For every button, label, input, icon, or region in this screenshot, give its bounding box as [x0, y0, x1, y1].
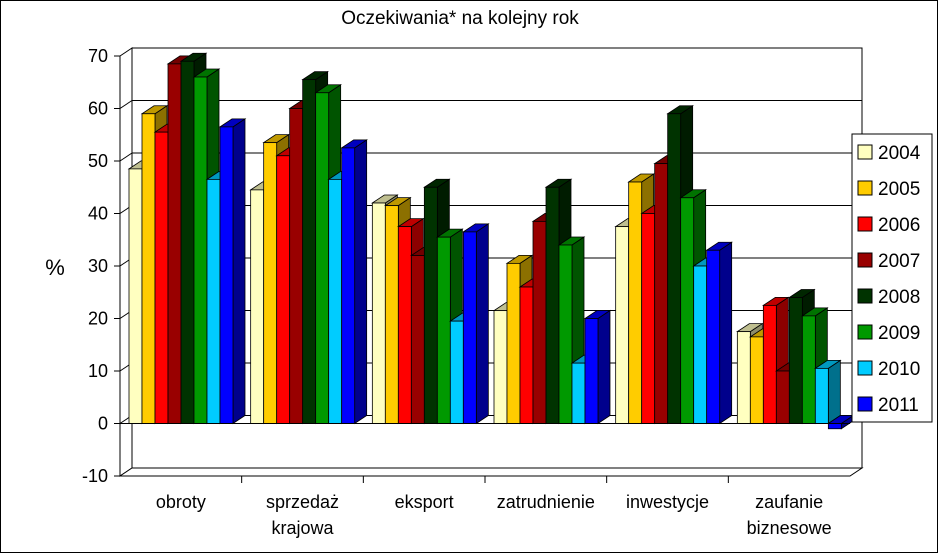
legend-swatch: [857, 396, 873, 412]
legend-label: 2005: [878, 179, 920, 200]
bar-front: [628, 181, 643, 424]
y-tick-label: 40: [88, 204, 108, 224]
x-category-label: sprzedaż: [266, 492, 339, 512]
bar-front: [801, 315, 816, 424]
legend-label: 2011: [878, 395, 919, 416]
bar-front: [788, 297, 803, 424]
bar-front: [341, 147, 356, 424]
bar-front: [762, 304, 777, 424]
bar-front: [558, 244, 573, 424]
bar-front: [193, 76, 208, 424]
y-axis-label: %: [45, 255, 65, 280]
bar: [462, 223, 490, 425]
bar-side: [597, 309, 611, 425]
bar: [583, 309, 612, 425]
bar-front: [289, 108, 304, 424]
legend-label: 2009: [878, 323, 920, 344]
bar-front: [410, 255, 425, 424]
bar: [340, 139, 368, 425]
bar-front: [814, 367, 829, 424]
bar-front: [154, 131, 169, 424]
x-category-label: krajowa: [271, 518, 334, 538]
bar-front: [584, 318, 599, 424]
bar-front: [219, 126, 234, 424]
bar-front: [315, 92, 330, 424]
bar-front: [397, 226, 412, 424]
bar-front: [615, 226, 630, 424]
legend-swatch: [857, 288, 873, 304]
bar-front: [462, 231, 477, 424]
x-category-label: zaufanie: [755, 492, 823, 512]
bar-front: [736, 331, 751, 424]
bar-front: [167, 63, 182, 424]
bar-side: [719, 241, 733, 425]
bar-side: [232, 118, 246, 425]
y-tick-label: 20: [88, 309, 108, 329]
bar-front: [641, 213, 656, 424]
legend-label: 2006: [878, 215, 920, 236]
bar-front: [263, 142, 278, 424]
x-category-label: eksport: [395, 492, 454, 512]
bar-front: [519, 286, 534, 424]
bar-side: [354, 139, 368, 425]
plot-floor: [118, 467, 864, 477]
y-tick-label: 0: [98, 414, 108, 434]
y-tick-label: 60: [88, 99, 108, 119]
legend-swatch: [857, 216, 873, 232]
legend-swatch: [857, 144, 873, 160]
bar-front: [449, 320, 464, 424]
bar-front: [706, 249, 721, 424]
legend-swatch: [857, 180, 873, 196]
x-category-label: biznesowe: [747, 518, 832, 538]
bar-front: [302, 79, 317, 424]
x-category-label: obroty: [156, 492, 206, 512]
legend-label: 2007: [878, 251, 920, 272]
legend-swatch: [857, 324, 873, 340]
bar-front: [775, 370, 790, 424]
y-tick-label: 30: [88, 256, 108, 276]
y-tick-label: 50: [88, 151, 108, 171]
legend-label: 2008: [878, 287, 920, 308]
x-category-label: zatrudnienie: [497, 492, 595, 512]
bar-front: [571, 362, 586, 424]
bar-front: [493, 310, 508, 424]
bar-front: [384, 205, 399, 424]
bar-front: [654, 163, 669, 424]
y-tick-label: 70: [88, 46, 108, 66]
bar-front: [180, 60, 195, 424]
bar-front: [749, 336, 764, 424]
bar: [814, 359, 842, 425]
bar-side: [475, 223, 489, 425]
bar: [705, 241, 733, 425]
y-tick-label: 10: [88, 361, 108, 381]
bar-front: [276, 155, 291, 424]
legend-label: 2010: [878, 359, 920, 380]
bar-front: [667, 113, 682, 424]
legend-swatch: [857, 360, 873, 376]
bar-front: [506, 262, 521, 424]
bar-front: [141, 113, 156, 424]
bar-front: [680, 197, 695, 424]
bar-front: [545, 186, 560, 424]
bar-front: [693, 265, 708, 424]
bar-front: [532, 220, 547, 424]
chart-title: Oczekiwania* na kolejny rok: [341, 8, 579, 29]
bar-front: [328, 178, 343, 424]
bar-front: [423, 186, 438, 424]
y-tick-label: -10: [82, 466, 108, 486]
legend-label: 2004: [878, 143, 921, 164]
legend-swatch: [857, 252, 873, 268]
bar-front: [827, 423, 842, 430]
bar-front: [371, 202, 386, 424]
gridline-side: [119, 100, 133, 109]
gridline-side: [119, 152, 133, 162]
bar-front: [250, 189, 265, 424]
bar-front: [436, 236, 451, 424]
x-category-label: inwestycje: [626, 492, 709, 512]
bar-front: [206, 178, 221, 424]
bar: [218, 118, 247, 425]
bar-side: [827, 359, 841, 425]
bar-front: [128, 168, 143, 424]
